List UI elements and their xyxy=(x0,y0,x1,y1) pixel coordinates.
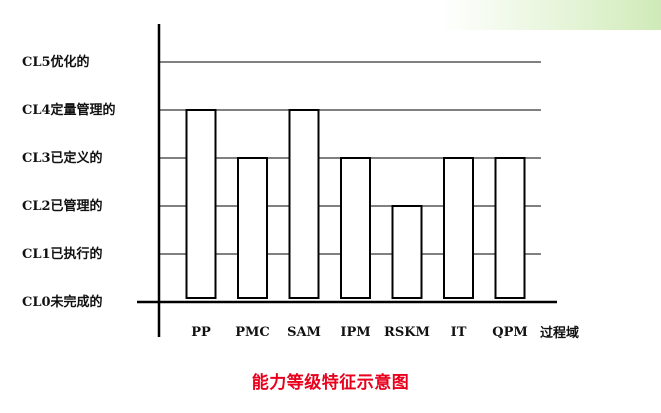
x-tick-label: PMC xyxy=(235,325,270,340)
bar-pmc xyxy=(237,157,268,299)
x-tick-label: IT xyxy=(451,325,467,340)
x-tick-label: PP xyxy=(191,325,211,340)
x-tick-label: RSKM xyxy=(384,325,430,340)
x-tick-label: SAM xyxy=(287,325,321,340)
bar-it xyxy=(443,157,474,299)
bar-qpm xyxy=(494,157,526,299)
bar-rskm xyxy=(391,205,423,299)
x-axis-title: 过程域 xyxy=(540,325,579,341)
y-tick-label: CL5优化的 xyxy=(22,54,90,70)
capability-level-chart: CL0未完成的 CL1已执行的 CL2已管理的 CL3已定义的 CL4定量管理的 CL5优… xyxy=(22,24,579,341)
bar-sam xyxy=(288,109,320,299)
y-tick-label: CL4定量管理的 xyxy=(22,102,116,118)
y-tick-label: CL0未完成的 xyxy=(22,294,103,310)
bars xyxy=(185,109,526,299)
bar-ipm xyxy=(340,157,371,299)
x-tick-label: IPM xyxy=(340,325,370,340)
y-tick-label: CL2已管理的 xyxy=(22,198,103,214)
y-tick-label: CL3已定义的 xyxy=(22,150,103,166)
y-axis-labels: CL0未完成的 CL1已执行的 CL2已管理的 CL3已定义的 CL4定量管理的 CL5优… xyxy=(22,54,116,310)
chart-title: 能力等级特征示意图 xyxy=(251,373,410,393)
axes xyxy=(137,24,557,337)
y-tick-label: CL1已执行的 xyxy=(22,246,103,262)
x-axis-labels: PP PMC SAM IPM RSKM IT QPM 过程域 xyxy=(191,325,579,341)
x-tick-label: QPM xyxy=(492,325,528,340)
corner-decoration xyxy=(441,0,661,30)
bar-pp xyxy=(185,109,217,299)
